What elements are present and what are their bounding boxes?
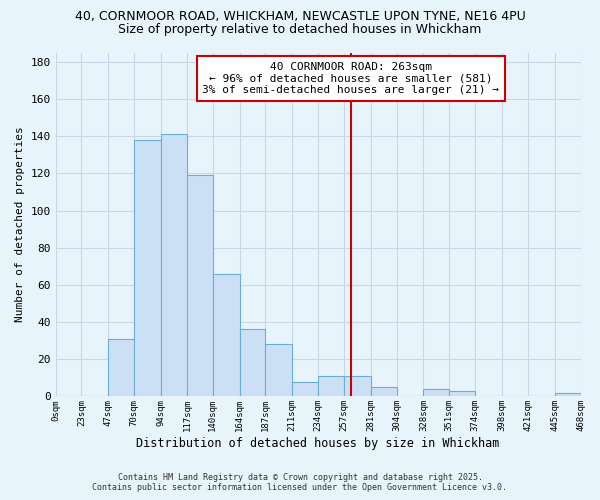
Bar: [161, 134, 187, 396]
Text: 40 CORNMOOR ROAD: 263sqm
← 96% of detached houses are smaller (581)
3% of semi-d: 40 CORNMOOR ROAD: 263sqm ← 96% of detach…: [202, 62, 499, 95]
Y-axis label: Number of detached properties: Number of detached properties: [15, 126, 25, 322]
Bar: [344, 376, 371, 396]
Bar: [265, 344, 292, 397]
Text: Contains HM Land Registry data © Crown copyright and database right 2025.
Contai: Contains HM Land Registry data © Crown c…: [92, 473, 508, 492]
Bar: [318, 376, 344, 396]
Bar: [555, 392, 581, 396]
Bar: [109, 339, 134, 396]
Bar: [424, 389, 449, 396]
Bar: [449, 391, 475, 396]
Bar: [239, 330, 265, 396]
X-axis label: Distribution of detached houses by size in Whickham: Distribution of detached houses by size …: [136, 437, 500, 450]
Bar: [292, 382, 318, 396]
Bar: [371, 387, 397, 396]
Bar: [187, 175, 212, 396]
Bar: [134, 140, 161, 396]
Bar: [212, 274, 239, 396]
Text: Size of property relative to detached houses in Whickham: Size of property relative to detached ho…: [118, 22, 482, 36]
Text: 40, CORNMOOR ROAD, WHICKHAM, NEWCASTLE UPON TYNE, NE16 4PU: 40, CORNMOOR ROAD, WHICKHAM, NEWCASTLE U…: [74, 10, 526, 23]
